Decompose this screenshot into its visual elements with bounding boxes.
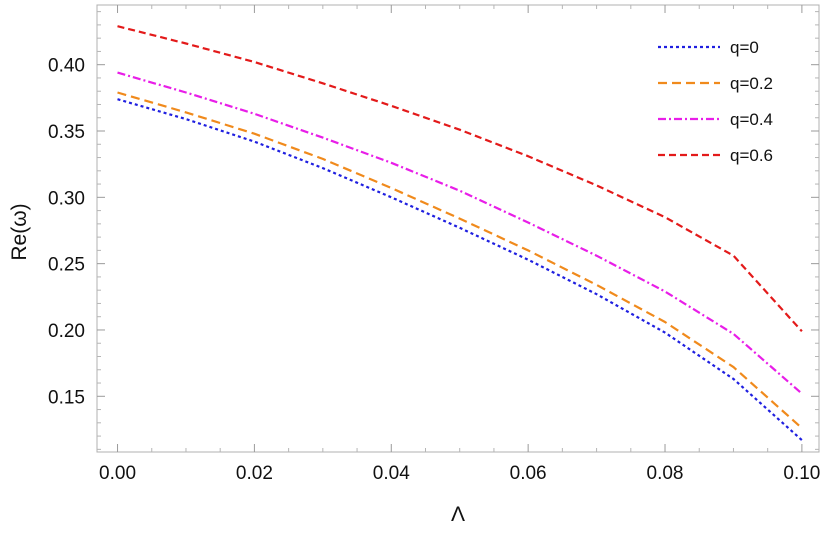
y-tick-label: 0.15	[48, 387, 85, 408]
x-tick-label: 0.06	[510, 463, 547, 484]
axis-ticks	[97, 5, 819, 452]
legend-label-1: q=0.2	[730, 74, 773, 93]
x-tick-label: 0.00	[99, 463, 136, 484]
y-axis-title: Re(ω)	[8, 203, 31, 260]
y-tick-label: 0.40	[48, 56, 85, 77]
y-tick-label: 0.25	[48, 255, 85, 276]
y-tick-label: 0.20	[48, 321, 85, 342]
y-tick-label: 0.35	[48, 122, 85, 143]
series-line-1	[117, 91, 803, 429]
legend: q=0 q=0.2 q=0.4 q=0.6	[658, 38, 773, 165]
x-axis-title: Λ	[451, 503, 465, 526]
legend-label-0: q=0	[730, 38, 759, 57]
series-line-0	[117, 98, 803, 441]
y-tick-labels: 0.15 0.20 0.25 0.30 0.35 0.40	[48, 56, 85, 409]
x-tick-label: 0.02	[236, 463, 273, 484]
y-tick-label: 0.30	[48, 188, 85, 209]
legend-label-2: q=0.4	[730, 110, 773, 129]
series-lines	[117, 25, 803, 441]
x-tick-label: 0.10	[783, 463, 820, 484]
x-tick-labels: 0.00 0.02 0.04 0.06 0.08 0.10	[99, 463, 820, 484]
x-tick-label: 0.04	[373, 463, 410, 484]
legend-label-3: q=0.6	[730, 146, 773, 165]
plot-frame	[96, 4, 820, 453]
series-line-2	[117, 71, 803, 395]
series-line-3	[117, 25, 803, 333]
x-tick-label: 0.08	[647, 463, 684, 484]
